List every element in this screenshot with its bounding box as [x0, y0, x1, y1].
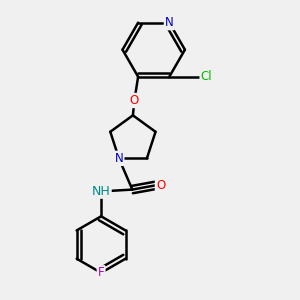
Text: O: O	[130, 94, 139, 107]
Text: Cl: Cl	[201, 70, 212, 83]
Text: N: N	[115, 152, 123, 165]
Text: NH: NH	[92, 184, 110, 198]
Text: N: N	[165, 16, 174, 29]
Text: O: O	[156, 178, 165, 192]
Text: F: F	[98, 266, 104, 279]
